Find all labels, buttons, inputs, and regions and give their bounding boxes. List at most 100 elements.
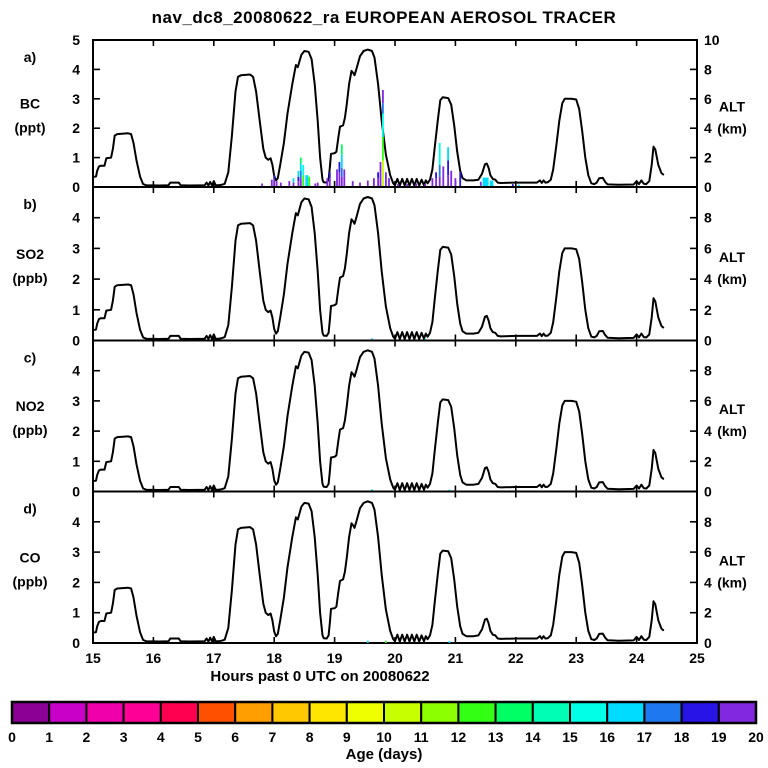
tracer-bar-segment — [371, 489, 373, 492]
tracer-bar-segment — [314, 183, 317, 187]
x-tick-label: 25 — [689, 650, 705, 666]
species-label: NO2 — [16, 398, 45, 414]
alt-axis-unit-label: (km) — [717, 574, 747, 590]
tracer-bar-segment — [415, 183, 417, 187]
x-tick-label: 24 — [629, 650, 645, 666]
colorbar-tick-label: 15 — [562, 729, 578, 745]
x-tick-label: 19 — [327, 650, 343, 666]
tracer-bar-segment — [371, 338, 373, 341]
y-tick-label-left: 1 — [72, 453, 80, 469]
altitude-trace — [93, 48, 665, 187]
tracer-bar-segment — [328, 172, 331, 179]
tracer-bar-segment — [366, 180, 369, 187]
x-tick-label: 22 — [508, 650, 524, 666]
y-tick-label-right: 2 — [704, 150, 712, 166]
tracer-bar-segment — [299, 178, 302, 187]
tracer-bar-segment — [385, 640, 387, 643]
alt-axis-unit-label: (km) — [717, 121, 747, 137]
tracer-bar-segment — [406, 184, 408, 187]
x-tick-label: 23 — [568, 650, 584, 666]
colorbar-cell — [48, 701, 88, 724]
x-tick-label: 17 — [206, 650, 222, 666]
colorbar-cell — [11, 701, 51, 724]
x-tick-label: 18 — [266, 650, 282, 666]
y-tick-label-right: 10 — [704, 32, 720, 48]
panel-letter: a) — [24, 49, 36, 65]
colorbar-tick-label: 17 — [637, 729, 653, 745]
tracer-bar-segment — [482, 177, 489, 187]
tracer-bars — [366, 640, 451, 643]
y-tick-label-right: 6 — [704, 544, 712, 560]
y-tick-label-left: 3 — [72, 240, 80, 256]
colorbar-cell — [606, 701, 646, 724]
y-tick-label-left: 3 — [72, 544, 80, 560]
tracer-bar-segment — [359, 182, 361, 187]
panel-border — [92, 39, 698, 188]
panel-letter: b) — [23, 196, 36, 212]
colorbar-cell — [234, 701, 274, 724]
y-tick-label-right: 8 — [704, 210, 712, 226]
tracer-bar-segment — [338, 162, 341, 173]
tracer-bar-segment — [489, 180, 494, 187]
colorbar-cell — [680, 701, 720, 724]
tracer-bar-segment — [438, 142, 441, 165]
y-tick-label-right: 6 — [704, 393, 712, 409]
tracer-bar-segment — [379, 162, 382, 187]
x-tick-label: 20 — [387, 650, 403, 666]
colorbar-cell — [531, 701, 571, 724]
tracer-bar-segment — [366, 640, 369, 643]
y-tick-label-left: 0 — [72, 179, 80, 195]
colorbar-cell — [197, 701, 237, 724]
y-tick-label-right: 2 — [704, 605, 712, 621]
colorbar-tick-label: 20 — [748, 729, 764, 745]
tracer-bar-segment — [435, 172, 437, 179]
colorbar-cell — [643, 701, 683, 724]
y-tick-label-right: 2 — [704, 302, 712, 318]
tracer-bar-segment — [275, 181, 278, 187]
colorbar-tick-label: 13 — [488, 729, 504, 745]
tracer-bar-segment — [261, 183, 263, 187]
colorbar: 0 1 2 3 4 5 6 7 8 9 10 11 12 13 14 15 16 17 18 19 20 — [8, 700, 764, 745]
panel-border — [92, 490, 698, 644]
tracer-bar-segment — [308, 176, 311, 187]
panel-letter: d) — [23, 501, 36, 517]
species-label: CO — [20, 549, 41, 565]
y-tick-label-left: 0 — [72, 484, 80, 500]
tracer-bar-segment — [299, 163, 302, 171]
y-tick-label-left: 2 — [72, 271, 80, 287]
tracer-bar-segment — [270, 179, 273, 188]
y-tick-label-left: 0 — [72, 333, 80, 349]
tracer-bar-segment — [273, 179, 276, 188]
alt-axis-unit-label: (km) — [717, 271, 747, 287]
species-label: SO2 — [16, 246, 44, 262]
panel-c: 1 2 3 4 0 2 4 6 8 0 c) NO2 (ppb) ALT (km) — [13, 339, 747, 500]
colorbar-tick-label: 0 — [8, 729, 16, 745]
colorbar-cell — [457, 701, 497, 724]
tracer-bar-segment — [340, 167, 343, 177]
altitude-trace — [93, 349, 665, 491]
altitude-trace — [93, 196, 665, 340]
x-tick-label: 21 — [448, 650, 464, 666]
colorbar-tick-label: 3 — [120, 729, 128, 745]
alt-axis-label: ALT — [719, 552, 746, 568]
tracer-bar-segment — [438, 176, 441, 187]
tracer-bar-segment — [448, 641, 451, 643]
species-unit-label: (ppb) — [13, 422, 48, 438]
colorbar-cell — [383, 701, 423, 724]
tracer-bar-segment — [447, 175, 449, 187]
tracer-bar-segment — [397, 184, 399, 187]
axis-ticks — [93, 491, 697, 643]
tracer-bars — [261, 90, 520, 188]
colorbar-frame — [10, 700, 758, 725]
y-tick-label-right: 8 — [704, 363, 712, 379]
colorbar-tick-label: 5 — [194, 729, 202, 745]
alt-axis-label: ALT — [719, 99, 746, 115]
axis-ticks — [93, 40, 697, 187]
tracer-bar-segment — [450, 170, 453, 187]
axis-ticks — [93, 187, 697, 341]
x-tick-label: 16 — [146, 650, 162, 666]
colorbar-cell — [345, 701, 385, 724]
colorbar-cell — [494, 701, 534, 724]
tracer-bar-segment — [328, 178, 331, 187]
tracer-bar-segment — [447, 147, 449, 161]
